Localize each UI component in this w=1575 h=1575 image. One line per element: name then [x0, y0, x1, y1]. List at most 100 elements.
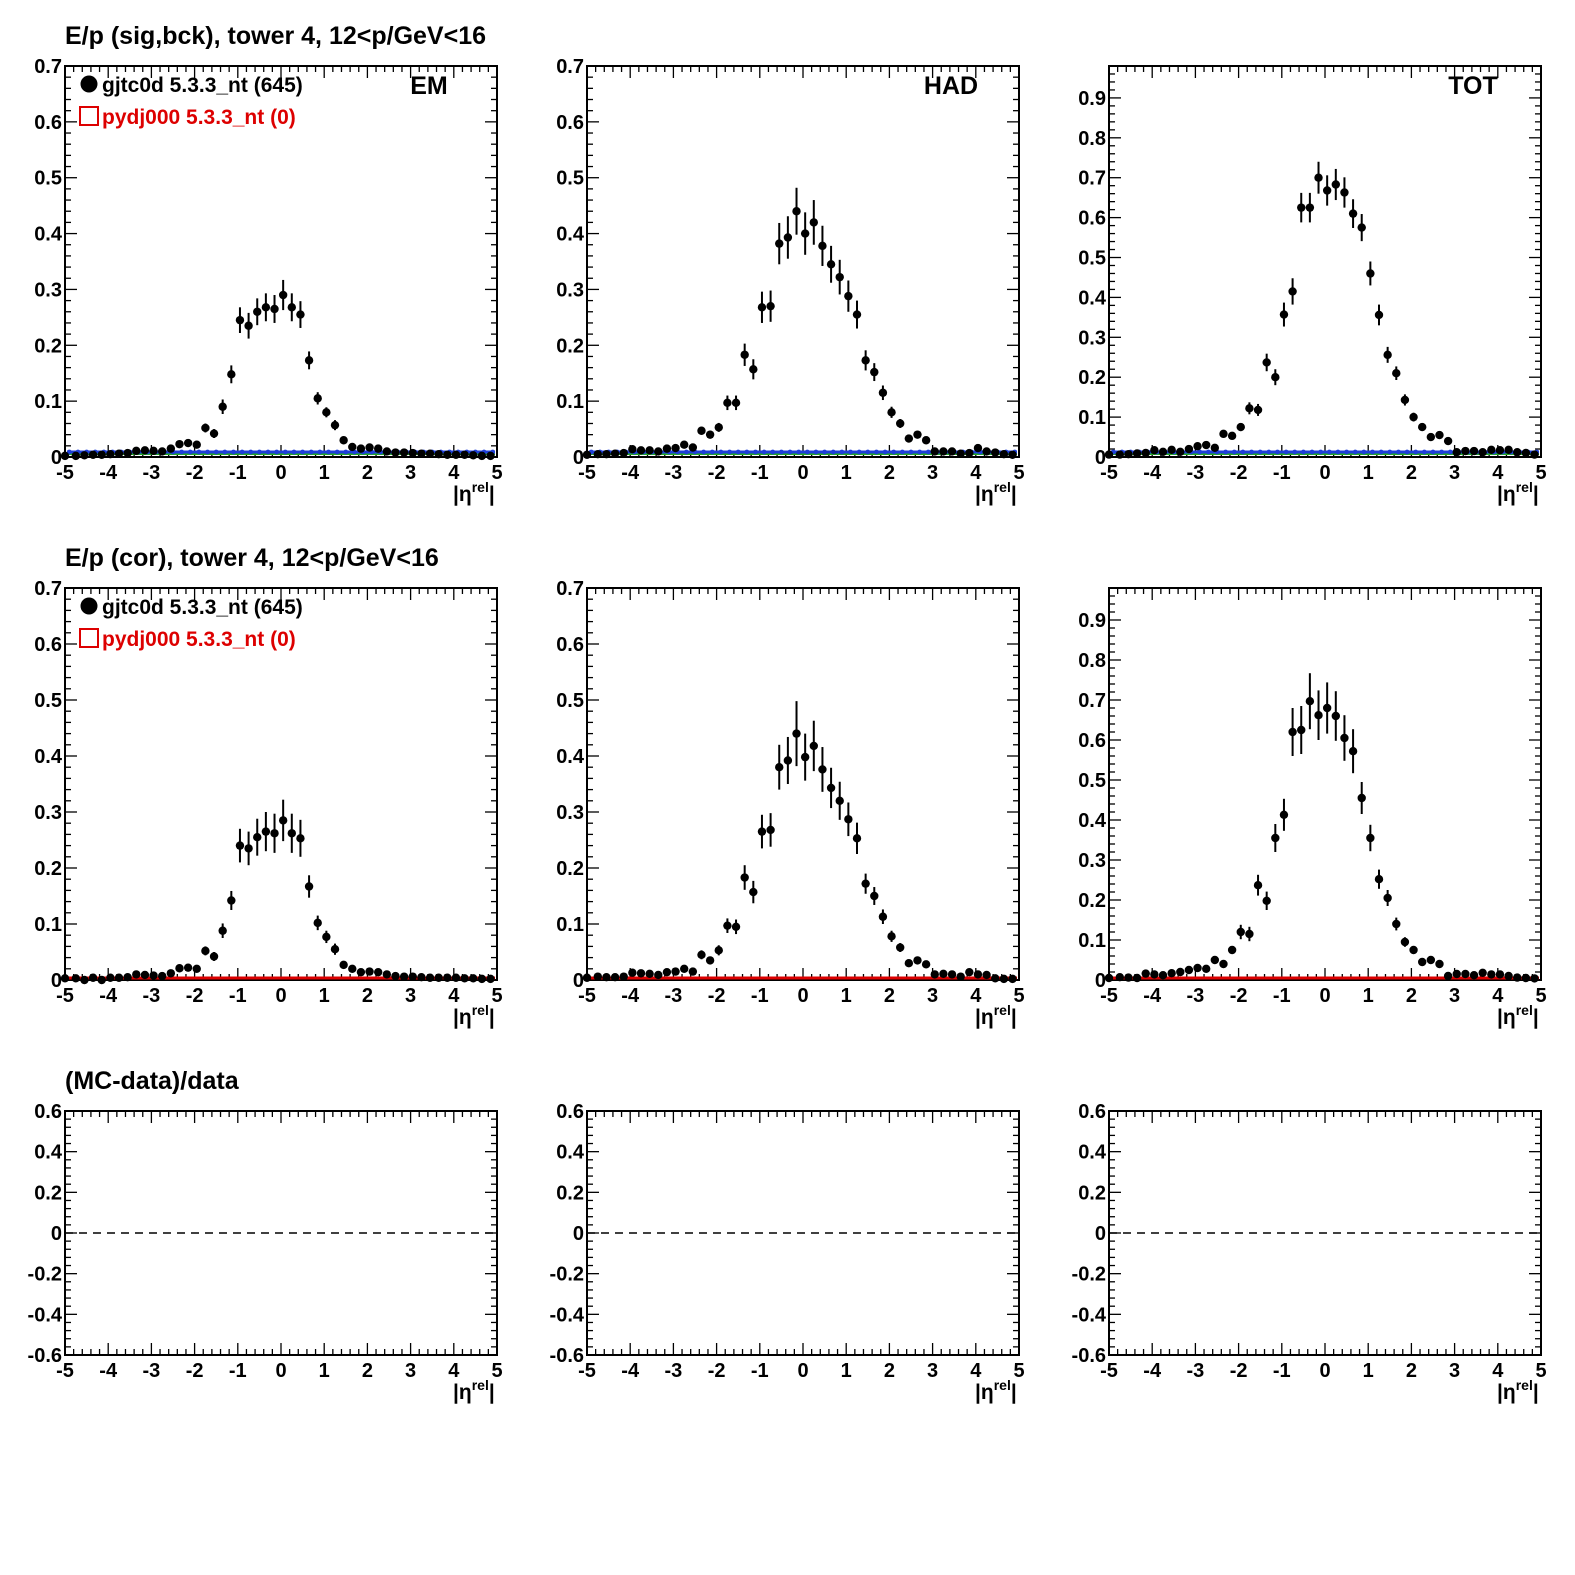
- y-tick-label: -0.6: [550, 1345, 584, 1367]
- x-tick-label: -1: [751, 462, 769, 484]
- x-tick-label: 3: [405, 1360, 416, 1382]
- x-tick-label: 1: [841, 985, 852, 1007]
- background-point: [1421, 449, 1427, 455]
- x-tick-label: 1: [319, 985, 330, 1007]
- data-point: [1262, 358, 1271, 367]
- background-point: [1352, 449, 1358, 455]
- background-point: [239, 449, 245, 455]
- panel-label: TOT: [1448, 72, 1498, 100]
- data-point: [1104, 973, 1114, 983]
- data-point: [1176, 447, 1185, 457]
- chart-panel-r2-c1: -5 -4 -3 -2 -1 0 1 2 3 4 5|ηrel|0.60.40.20-0.2-0.4…: [550, 1101, 1025, 1404]
- data-point: [158, 447, 167, 456]
- data-point: [97, 450, 106, 459]
- data-point: [1487, 445, 1496, 455]
- x-tick-label: 4: [448, 985, 460, 1007]
- x-tick-label: -4: [621, 462, 640, 484]
- x-tick-label: 1: [841, 462, 852, 484]
- background-point: [753, 449, 758, 455]
- x-tick-label: 3: [405, 462, 416, 484]
- data-point: [1435, 959, 1444, 969]
- x-tick-label: 3: [1449, 462, 1460, 484]
- x-tick-label: -4: [621, 985, 640, 1007]
- data-point: [610, 449, 620, 458]
- x-tick-label: -2: [186, 1360, 204, 1382]
- data-point: [792, 207, 801, 216]
- data-point: [688, 443, 698, 452]
- data-point: [1210, 443, 1220, 453]
- x-tick-label: -4: [99, 462, 118, 484]
- data-point: [1167, 445, 1176, 455]
- data-point: [175, 964, 184, 973]
- chart-panel-r2-c2: -5 -4 -3 -2 -1 0 1 2 3 4 5|ηrel|0.60.40.20-0.2-0.4…: [1072, 1101, 1547, 1404]
- y-tick-label: 0.7: [556, 56, 584, 78]
- background-point: [796, 449, 802, 455]
- background-point: [1430, 449, 1436, 455]
- x-tick-label: -2: [186, 462, 204, 484]
- data-point: [645, 446, 654, 455]
- data-point: [339, 436, 348, 445]
- data-point: [852, 310, 862, 319]
- y-tick-label: 0.4: [34, 1142, 63, 1164]
- data-point: [1513, 448, 1522, 457]
- data-point: [408, 448, 417, 458]
- x-tick-label: -5: [578, 462, 596, 484]
- x-tick-label: -5: [578, 985, 596, 1007]
- y-tick-label: 0.6: [34, 112, 62, 134]
- x-axis-title: |ηrel|: [975, 1377, 1017, 1404]
- background-point: [257, 449, 262, 455]
- y-tick-label: 0.6: [1078, 1101, 1106, 1123]
- y-tick-label: 0.7: [34, 56, 62, 78]
- data-point: [1478, 968, 1487, 977]
- background-point: [804, 449, 810, 455]
- data-point: [1443, 436, 1453, 446]
- data-point: [956, 972, 965, 981]
- x-axis-title: |ηrel|: [453, 479, 495, 506]
- x-axis-title-main: |η: [975, 483, 994, 506]
- x-axis-title-end: |: [1533, 483, 1539, 506]
- data-point: [192, 440, 201, 449]
- x-tick-label: 2: [884, 1360, 895, 1382]
- data-point: [1487, 970, 1496, 979]
- data-point: [835, 272, 844, 282]
- x-tick-label: 4: [1492, 1360, 1504, 1382]
- data-point: [766, 825, 775, 835]
- x-tick-label: -1: [751, 985, 769, 1007]
- data-point: [1504, 445, 1513, 455]
- data-point: [896, 943, 905, 952]
- data-point: [158, 971, 167, 981]
- y-tick-label: 0.4: [1078, 1142, 1107, 1164]
- x-tick-label: -2: [708, 462, 726, 484]
- background-point: [1301, 449, 1306, 455]
- x-axis-title-sup: rel: [472, 1002, 489, 1018]
- data-point: [939, 969, 948, 979]
- data-point: [878, 388, 888, 397]
- data-point: [1008, 450, 1017, 459]
- data-point: [714, 423, 723, 432]
- x-axis-title-end: |: [489, 1006, 495, 1029]
- chart-panel-r0-c1: -5 -4 -3 -2 -1 0 1 2 3 4 5|ηrel|00.10.20.30.40.50.…: [556, 56, 1024, 506]
- data-point: [636, 446, 646, 455]
- background-point: [326, 449, 331, 455]
- data-point: [619, 448, 628, 458]
- data-point: [1478, 448, 1487, 457]
- background-point: [839, 449, 845, 455]
- data-point: [1495, 970, 1505, 979]
- legend-marker-signal: [80, 75, 98, 93]
- background-point: [779, 449, 784, 455]
- x-tick-label: -1: [229, 985, 247, 1007]
- data-point: [365, 967, 374, 976]
- data-point: [1236, 422, 1245, 432]
- background-point: [856, 449, 862, 455]
- data-point: [149, 971, 158, 980]
- y-tick-label: 0.4: [556, 746, 585, 768]
- data-point: [921, 436, 931, 445]
- data-point: [1271, 373, 1280, 382]
- y-tick-label: 0: [51, 447, 62, 469]
- data-point: [1400, 395, 1410, 405]
- x-tick-label: -2: [708, 985, 726, 1007]
- data-point: [1314, 711, 1323, 720]
- data-point: [451, 450, 461, 459]
- y-tick-label: -0.2: [28, 1264, 62, 1286]
- x-tick-label: -4: [99, 1360, 118, 1382]
